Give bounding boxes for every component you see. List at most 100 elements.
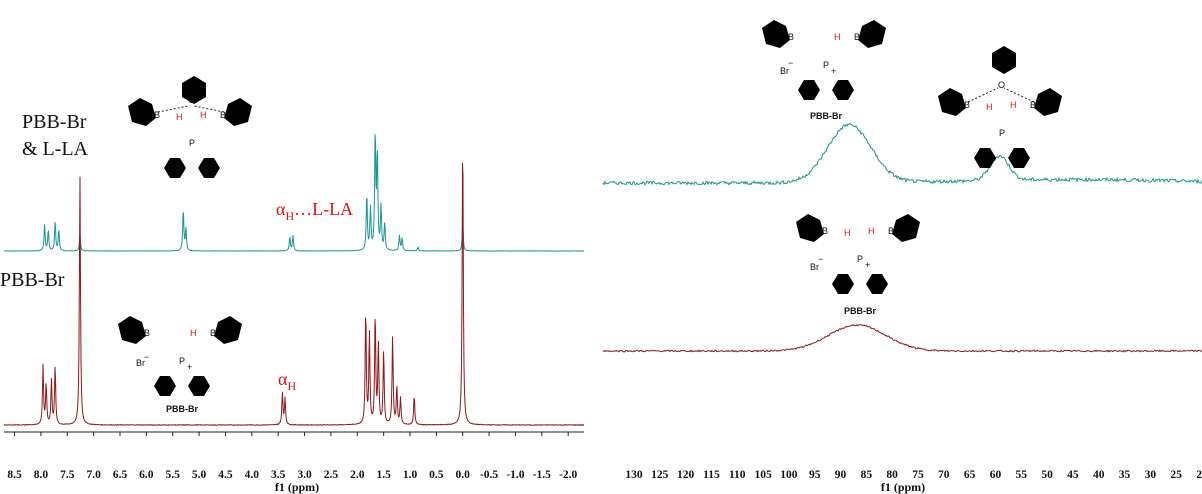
molecule-structure-pbb-br-bottom-left: B B P H Br − + [110, 316, 250, 396]
x-tick-label: 60 [990, 469, 1002, 481]
svg-text:B: B [964, 100, 970, 110]
x-tick-label: -1.5 [533, 469, 551, 481]
molecule-structure-pbb-br-middle-right: B B P H H Br − + [788, 214, 928, 294]
x-tick-label: 85 [861, 469, 873, 481]
svg-text:H: H [200, 110, 207, 120]
x-tick-label: 105 [754, 469, 772, 481]
x-tick-label: 2.0 [350, 469, 365, 481]
svg-text:H: H [176, 112, 183, 122]
svg-text:−: − [818, 254, 823, 264]
x-tick-label: 8.0 [34, 469, 49, 481]
x-tick-label: 90 [835, 469, 847, 481]
svg-text:O: O [998, 80, 1005, 90]
b11-nmr-panel: 130 125 120 115 110 105 100 95 90 85 80 75 70 65 60 55 5… [602, 122, 1202, 494]
x-tick-label: 20 [1196, 469, 1202, 481]
x-tick-label: 130 [625, 469, 643, 481]
x-tick-label: 7.5 [60, 469, 75, 481]
svg-text:H: H [1010, 100, 1017, 110]
x-tick-label: 6.5 [113, 469, 128, 481]
h1-nmr-panel: 8.5 8.0 7.5 7.0 6.5 6.0 5.5 5.0 4.5 4.0 3.5 3.0 2.5 2… [0, 111, 584, 494]
structure-caption-top-right: PBB-Br [810, 111, 842, 121]
x-tick-label: 100 [780, 469, 798, 481]
svg-text:−: − [144, 352, 149, 362]
svg-text:B: B [1030, 100, 1036, 110]
svg-text:Br: Br [780, 66, 789, 76]
x-tick-label: 1.0 [403, 469, 418, 481]
x-tick-label: 5.0 [192, 469, 207, 481]
svg-text:B: B [822, 226, 828, 236]
svg-text:B: B [854, 32, 860, 42]
spectrum-trace-pbb-br [602, 323, 1202, 353]
svg-text:+: + [865, 260, 870, 270]
x-tick-label: 4.5 [218, 469, 233, 481]
x-tick-label: 6.0 [139, 469, 154, 481]
svg-text:H: H [190, 328, 197, 338]
x-tick-label: 30 [1145, 469, 1157, 481]
structure-caption-middle-right: PBB-Br [844, 306, 876, 316]
svg-text:+: + [831, 66, 836, 76]
svg-text:B: B [210, 328, 216, 338]
x-axis-title: f1 (ppm) [275, 480, 319, 494]
molecule-structure-pbb-br-top-right-a: B B P H Br − + [754, 20, 894, 100]
svg-text:+: + [187, 362, 192, 372]
svg-text:B: B [144, 328, 150, 338]
x-tick-label: 0.5 [429, 469, 444, 481]
svg-text:H: H [986, 102, 993, 112]
x-tick-label: 2.5 [324, 469, 339, 481]
x-tick-label: 50 [1041, 469, 1053, 481]
x-tick-label: 125 [651, 469, 669, 481]
x-tick-label: 120 [677, 469, 695, 481]
svg-text:P: P [999, 128, 1005, 138]
x-tick-label: 5.5 [166, 469, 181, 481]
svg-text:P: P [823, 60, 829, 70]
spectrum-trace-pbb-br [3, 162, 584, 427]
svg-text:B: B [888, 226, 894, 236]
x-tick-label: 7.0 [86, 469, 101, 481]
x-tick-label: 80 [886, 469, 898, 481]
x-tick-label: 115 [703, 469, 720, 481]
x-tick-label: 70 [938, 469, 950, 481]
svg-text:−: − [788, 58, 793, 68]
x-tick-label: 3.0 [297, 469, 312, 481]
x-tick-label: 35 [1119, 469, 1131, 481]
sample-label-pbb-br-l-la-line1: PBB-Br [22, 111, 87, 133]
x-axis-title: f1 (ppm) [881, 480, 925, 494]
svg-text:Br: Br [136, 358, 145, 368]
molecule-structure-pbb-br-l-la-top-right: B B P O H H [930, 36, 1070, 168]
spectrum-trace-pbb-br-l-la [4, 134, 584, 252]
x-tick-label: 75 [912, 469, 924, 481]
x-tick-label: -0.5 [480, 469, 498, 481]
svg-text:P: P [179, 356, 185, 366]
svg-text:P: P [189, 138, 195, 148]
x-tick-label: 55 [1016, 469, 1028, 481]
svg-text:Br: Br [810, 262, 819, 272]
svg-text:B: B [220, 110, 226, 120]
molecule-structure-pbb-br-l-la-top-left: B B P O H H [120, 66, 260, 178]
x-tick-label: 0.0 [456, 469, 471, 481]
alpha-h-annotation: αH [278, 369, 296, 393]
x-axis-ticks: 8.5 8.0 7.5 7.0 6.5 6.0 5.5 5.0 4.5 4.0 3.5 3.0 2.5 2… [7, 432, 578, 481]
x-tick-label: 65 [964, 469, 976, 481]
sample-label-pbb-br-l-la-line2: & L-LA [22, 138, 89, 160]
structure-caption-bottom-left: PBB-Br [166, 404, 198, 414]
x-tick-label: 4.0 [245, 469, 260, 481]
sample-label-pbb-br: PBB-Br [0, 269, 65, 291]
x-tick-label: -1.0 [506, 469, 524, 481]
x-tick-label: 25 [1170, 469, 1182, 481]
alpha-h-l-la-annotation: αH…L-LA [276, 199, 353, 223]
x-tick-label: 40 [1093, 469, 1105, 481]
x-tick-label: 45 [1067, 469, 1079, 481]
x-tick-label: 3.5 [271, 469, 286, 481]
svg-text:H: H [868, 226, 875, 236]
x-tick-label: 1.5 [376, 469, 391, 481]
x-tick-label: 8.5 [7, 469, 22, 481]
svg-text:H: H [834, 32, 841, 42]
x-tick-label: 110 [729, 469, 746, 481]
x-tick-label: -2.0 [559, 469, 577, 481]
svg-text:B: B [154, 110, 160, 120]
x-tick-label: 95 [809, 469, 821, 481]
svg-text:O: O [188, 95, 195, 105]
svg-text:H: H [844, 228, 851, 238]
svg-text:B: B [788, 32, 794, 42]
